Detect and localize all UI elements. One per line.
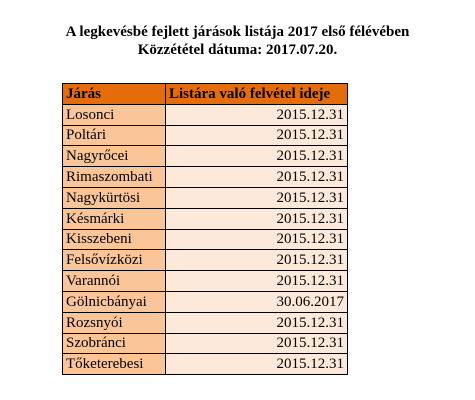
district-cell: Varannói [62,270,166,292]
table-row: Losonci 2015.12.31 [62,103,348,126]
date-cell: 2015.12.31 [165,249,348,272]
date-cell: 30.06.2017 [165,290,348,313]
date-cell: 2015.12.31 [165,166,348,188]
table-row: Nagykürtösi 2015.12.31 [62,186,348,209]
date-cell: 2015.12.31 [165,103,348,126]
table-body: Losonci 2015.12.31 Poltári 2015.12.31 Nagyrő… [62,103,348,376]
district-cell: Rimaszombati [62,166,166,188]
district-cell: Nagyrőcei [62,145,166,168]
date-cell: 2015.12.31 [165,124,348,147]
date-cell: 2015.12.31 [165,270,348,292]
column-header: Listára való felvétel ideje [165,83,348,105]
district-cell: Szobránci [62,332,166,355]
table-row: Rimaszombati 2015.12.31 [62,166,348,188]
district-cell: Losonci [62,103,166,126]
subtitle: Közzététel dátuma: 2017.07.20. [137,42,338,58]
district-cell: Tőketerebesi [62,353,166,376]
table-row: Poltári 2015.12.31 [62,124,348,147]
date-cell: 2015.12.31 [165,353,348,376]
table-row: Tőketerebesi 2015.12.31 [62,353,348,376]
district-cell: Nagykürtösi [62,186,166,209]
column-header: Járás [62,83,166,105]
district-cell: Késmárki [62,207,166,230]
table-row: Rozsnyói 2015.12.31 [62,311,348,334]
district-table: Járás Listára való felvétel ideje Losonc… [62,83,348,376]
table-row: Szobránci 2015.12.31 [62,332,348,355]
header-row: Járás Listára való felvétel ideje [62,83,348,105]
date-cell: 2015.12.31 [165,207,348,230]
table-row: Nagyrőcei 2015.12.31 [62,145,348,168]
date-cell: 2015.12.31 [165,186,348,209]
date-cell: 2015.12.31 [165,145,348,168]
table-row: Késmárki 2015.12.31 [62,207,348,230]
district-cell: Rozsnyói [62,311,166,334]
date-cell: 2015.12.31 [165,311,348,334]
district-cell: Kisszebeni [62,228,166,251]
title: A legkevésbé fejlett járások listája 201… [65,24,410,40]
table-row: Felsővízközi 2015.12.31 [62,249,348,272]
date-cell: 2015.12.31 [165,332,348,355]
date-cell: 2015.12.31 [165,228,348,251]
table-row: Varannói 2015.12.31 [62,270,348,292]
table-row: Kisszebeni 2015.12.31 [62,228,348,251]
table-row: Gölnicbányai 30.06.2017 [62,290,348,313]
district-cell: Poltári [62,124,166,147]
district-cell: Felsővízközi [62,249,166,272]
district-cell: Gölnicbányai [62,290,166,313]
